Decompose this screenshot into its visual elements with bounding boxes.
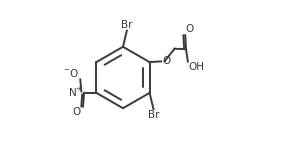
Text: O: O — [186, 24, 194, 35]
Text: O: O — [162, 56, 170, 66]
Text: $^{-}$O: $^{-}$O — [63, 67, 79, 79]
Text: Br: Br — [148, 110, 159, 120]
Text: Br: Br — [121, 20, 133, 30]
Text: N$^{+}$: N$^{+}$ — [68, 86, 84, 99]
Text: OH: OH — [188, 62, 204, 72]
Text: O: O — [72, 107, 81, 117]
